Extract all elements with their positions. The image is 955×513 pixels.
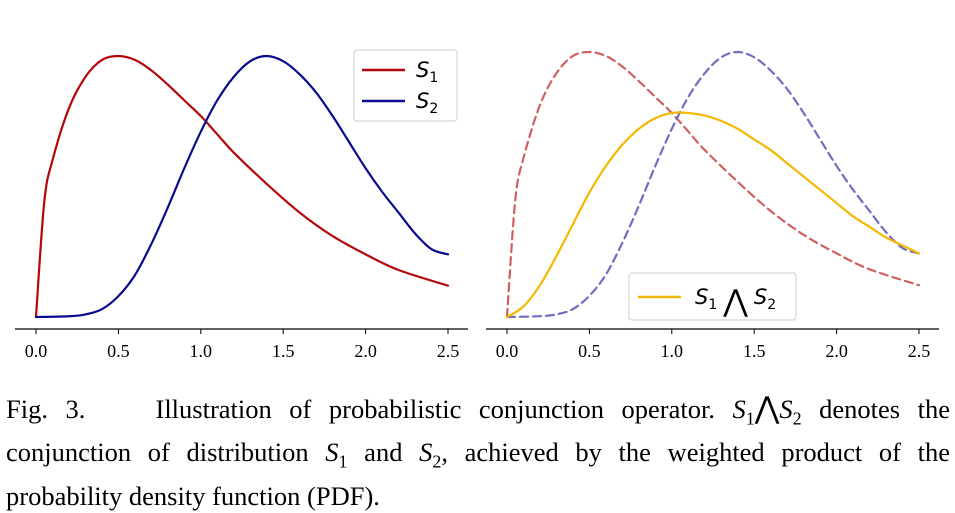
left-tick-label-3: 1.5 [272,341,295,361]
right-tick-label-3: 1.5 [743,341,766,361]
caption-math-s2b-sub: 2 [432,451,442,472]
caption-text-3: and [347,437,420,468]
right-x-ticks: 0.0 0.5 1.0 1.5 2.0 2.5 [496,329,931,361]
left-series-line-1 [34,54,450,319]
legend-conj-label: S1 ⋀ S2 [695,284,776,319]
left-tick-label-0: 0.0 [25,341,48,361]
caption-math-s1: S [732,394,746,424]
right-plot: 0.0 0.5 1.0 1.5 2.0 2.5 S1 ⋀ S2 [486,50,939,361]
figure-svg: 0.0 0.5 1.0 1.5 2.0 2.5 S1 S2 0.0 0.5 1.0 1.5 2.0… [15,49,939,361]
left-tick-label-5: 2.5 [437,341,460,361]
caption-math-s2: S [779,394,793,424]
caption-math-op: ⋀ [754,392,780,425]
right-series-line-0 [505,50,921,319]
right-tick-label-1: 0.5 [578,341,601,361]
left-tick-label-2: 1.0 [190,341,213,361]
caption-math-s1-sub: 1 [745,408,755,429]
figure-caption: Fig. 3. Illustration of probabilistic co… [6,392,950,513]
right-series-line-2 [505,111,921,319]
left-series [34,54,450,319]
left-x-ticks: 0.0 0.5 1.0 1.5 2.0 2.5 [25,329,460,361]
right-legend-box [628,272,797,321]
left-tick-label-1: 0.5 [107,341,130,361]
caption-math-s1b: S [325,437,339,468]
caption-math-s1b-sub: 1 [338,451,348,472]
right-tick-label-4: 2.0 [825,341,848,361]
caption-fig-label: Fig. 3. [6,394,86,424]
right-series [505,50,921,319]
caption-text-1: Illustration of probabilistic conjunctio… [155,394,733,424]
legend-s2-label: S2 [416,89,438,117]
caption-math-s2b: S [419,437,433,468]
right-tick-label-5: 2.5 [908,341,931,361]
left-series-line-0 [34,54,450,319]
right-tick-label-0: 0.0 [496,341,519,361]
left-legend: S1 S2 [353,49,458,122]
caption-math-s2-sub: 2 [792,408,802,429]
left-plot: 0.0 0.5 1.0 1.5 2.0 2.5 S1 S2 [15,49,468,361]
right-series-line-1 [505,50,921,319]
legend-s1-label: S1 [416,58,438,86]
caption-text-2: denotes the conjunction of distribution [6,394,951,468]
left-tick-label-4: 2.0 [354,341,377,361]
right-tick-label-2: 1.0 [661,341,684,361]
left-legend-box [353,49,458,122]
right-legend: S1 ⋀ S2 [628,272,797,321]
